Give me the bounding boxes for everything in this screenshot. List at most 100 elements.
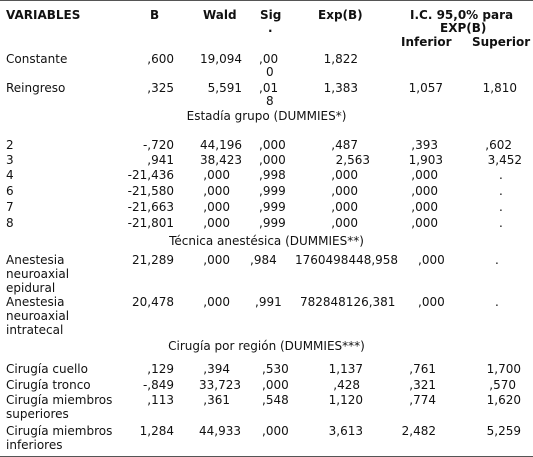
cell-inferior: 2,482 (401, 424, 436, 438)
cell-inferior: ,000 (418, 295, 445, 309)
cell-expb: 1,137 (328, 362, 363, 376)
cell-expb: ,000 (331, 200, 358, 214)
cell-inferior: ,774 (409, 393, 436, 407)
cell-superior: 3,452 (487, 153, 522, 167)
cell-sig: ,999 (259, 200, 286, 214)
cell-expb: ,428 (333, 378, 360, 392)
cell-wald: ,000 (203, 253, 230, 267)
cell-b: ,941 (147, 153, 174, 167)
row-label: Cirugía miembros (6, 424, 113, 438)
row-label: 3 (6, 153, 14, 167)
row-label: Reingreso (6, 81, 66, 95)
cell-inferior: 1,057 (408, 81, 443, 95)
cell-sig: ,000 (259, 138, 286, 152)
cell-b: 1,284 (139, 424, 174, 438)
cell-superior: ,602 (485, 138, 512, 152)
cell-superior: . (499, 200, 503, 214)
cell-superior: . (499, 216, 503, 230)
row-label: 8 (6, 216, 14, 230)
cell-wald: 44,196 (200, 138, 242, 152)
header-inferior: Inferior (401, 35, 452, 49)
cell-inferior: ,000 (411, 168, 438, 182)
row-label: Anestesia (6, 253, 65, 267)
cell-b: ,600 (147, 52, 174, 66)
cell-expb: 1,822 (323, 52, 358, 66)
cell-wald: ,000 (203, 184, 230, 198)
cell-b: -,849 (142, 378, 174, 392)
cell-sig: ,548 (262, 393, 289, 407)
cell-wald: 19,094 (200, 52, 242, 66)
cell-inferior: 1,903 (408, 153, 443, 167)
cell-superior: . (495, 295, 499, 309)
cell-wald: ,000 (203, 200, 230, 214)
cell-sig: ,984 (250, 253, 277, 267)
cell-sig: ,998 (259, 168, 286, 182)
cell-sig-cont: 8 (266, 94, 274, 108)
cell-sig: ,000 (259, 153, 286, 167)
header-sig: Sig (260, 8, 282, 22)
cell-b: ,325 (147, 81, 174, 95)
row-label: Cirugía tronco (6, 378, 91, 392)
header-b: B (150, 8, 160, 22)
cell-sig: ,000 (262, 378, 289, 392)
cell-wald: 44,933 (199, 424, 241, 438)
cell-expb: 1760498448,958 (295, 253, 399, 267)
cell-b: 21,289 (132, 253, 174, 267)
section-tecnica: Técnica anestésica (DUMMIES**) (169, 234, 364, 248)
cell-sig: ,999 (259, 184, 286, 198)
section-cirugia: Cirugía por región (DUMMIES***) (168, 339, 365, 353)
cell-expb: 2,563 (335, 153, 370, 167)
cell-b: -21,580 (127, 184, 174, 198)
cell-sig: ,01 (259, 81, 279, 95)
cell-inferior: ,000 (418, 253, 445, 267)
cell-expb: ,000 (331, 216, 358, 230)
row-label: Constante (6, 52, 68, 66)
cell-wald: ,000 (203, 216, 230, 230)
cell-wald: ,000 (203, 295, 230, 309)
row-label: 2 (6, 138, 14, 152)
cell-wald: ,361 (203, 393, 230, 407)
section-estadia: Estadía grupo (DUMMIES*) (186, 109, 347, 123)
cell-sig: ,999 (259, 216, 286, 230)
row-label: superiores (6, 407, 69, 421)
cell-superior: . (499, 168, 503, 182)
cell-inferior: ,393 (411, 138, 438, 152)
cell-superior: 1,620 (486, 393, 521, 407)
cell-inferior: ,000 (411, 184, 438, 198)
cell-superior: 1,810 (482, 81, 517, 95)
cell-sig: ,000 (262, 424, 289, 438)
cell-expb: 1,120 (328, 393, 363, 407)
cell-superior: 5,259 (486, 424, 521, 438)
cell-inferior: ,000 (411, 216, 438, 230)
cell-b: -,720 (142, 138, 174, 152)
row-label: 7 (6, 200, 14, 214)
header-expb: Exp(B) (318, 8, 363, 22)
cell-wald: 38,423 (200, 153, 242, 167)
cell-superior: . (499, 184, 503, 198)
header-ic: I.C. 95,0% para (410, 8, 514, 22)
cell-expb: 1,383 (323, 81, 358, 95)
header-ic-expb: EXP(B) (440, 21, 487, 35)
row-label: Anestesia (6, 295, 65, 309)
row-label: Cirugía miembros (6, 393, 113, 407)
cell-wald: ,000 (203, 168, 230, 182)
row-label: inferiores (6, 438, 63, 452)
header-variables: VARIABLES (6, 8, 81, 22)
cell-b: ,113 (147, 393, 174, 407)
cell-inferior: ,321 (409, 378, 436, 392)
row-label: neuroaxial (6, 309, 70, 323)
row-label: epidural (6, 281, 56, 295)
row-label: Cirugía cuello (6, 362, 88, 376)
cell-b: 20,478 (132, 295, 174, 309)
cell-superior: 1,700 (486, 362, 521, 376)
cell-b: ,129 (147, 362, 174, 376)
cell-b: -21,801 (127, 216, 174, 230)
row-label: intratecal (6, 323, 64, 337)
cell-b: -21,436 (127, 168, 174, 182)
cell-superior: . (495, 253, 499, 267)
cell-sig-cont: 0 (266, 65, 274, 79)
cell-expb: 3,613 (328, 424, 363, 438)
cell-expb: ,000 (331, 168, 358, 182)
